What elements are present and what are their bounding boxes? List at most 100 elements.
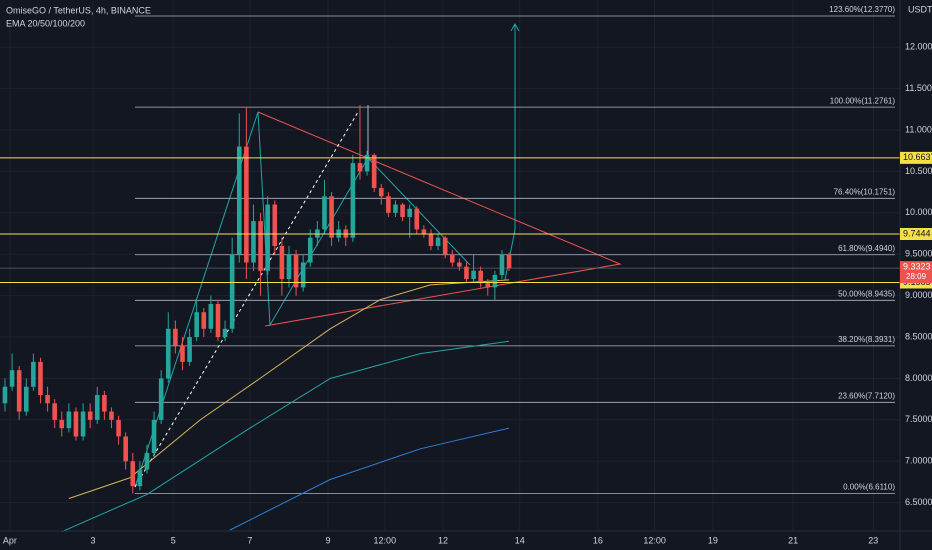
candle-body — [59, 419, 65, 429]
candle-body — [208, 303, 214, 329]
candle-body — [9, 370, 15, 387]
y-tick-label: 10.0000 — [905, 207, 932, 217]
candle-body — [94, 395, 100, 420]
candle-body — [371, 154, 377, 188]
candle-body — [400, 204, 405, 217]
candle-body — [300, 262, 306, 288]
candle-body — [109, 411, 114, 420]
candle-body — [45, 395, 50, 404]
x-tick-label: 12:00 — [374, 535, 397, 545]
candle-body — [165, 328, 171, 379]
candle-body — [187, 337, 192, 362]
candle-body — [23, 386, 29, 412]
candle-body — [293, 254, 299, 288]
x-tick-label: 5 — [171, 535, 176, 545]
y-tick-label: 11.5000 — [905, 83, 932, 93]
y-tick-label: 7.5000 — [905, 414, 932, 424]
zigzag — [134, 111, 471, 488]
y-tick-label: 10.5000 — [905, 166, 932, 176]
candle-body — [52, 403, 57, 420]
candle-body — [464, 266, 469, 280]
dashed-trend — [134, 111, 359, 488]
price-tag-label: 9.7444 — [903, 228, 931, 238]
candle-body — [222, 328, 228, 338]
fib-label: 0.00%(6.6110) — [843, 483, 895, 492]
x-tick-label: Apr — [3, 535, 17, 545]
x-tick-label: 21 — [788, 535, 798, 545]
price-tag-label: 10.6637 — [903, 152, 932, 162]
candle-body — [151, 419, 157, 453]
candle-body — [229, 254, 235, 329]
x-tick-label: 16 — [593, 535, 603, 545]
price-tag — [900, 151, 932, 164]
y-tick-label: 9.0000 — [905, 290, 932, 300]
candle-body — [16, 370, 22, 412]
x-tick-label: 19 — [708, 535, 718, 545]
candle-body — [130, 461, 136, 487]
candle-body — [102, 395, 107, 412]
candle-body — [378, 187, 384, 197]
candle-body — [407, 208, 412, 217]
fib-label: 50.00%(8.9435) — [838, 289, 895, 298]
candle-body — [286, 254, 292, 280]
fib-label: 38.20%(8.3931) — [838, 335, 895, 344]
ema-line — [229, 427, 510, 531]
x-tick-label: 3 — [91, 535, 96, 545]
candle-body — [236, 146, 242, 255]
candle-body — [386, 196, 391, 213]
y-tick-label: 7.0000 — [905, 456, 932, 466]
candle-body — [80, 411, 86, 437]
candle-body — [123, 436, 128, 462]
fib-label: 123.60%(12.3770) — [829, 5, 895, 14]
candle-body — [357, 163, 363, 172]
x-tick-label: 12 — [438, 535, 448, 545]
candle-body — [116, 419, 121, 437]
x-tick-label: 7 — [247, 535, 252, 545]
candle-body — [393, 204, 398, 213]
y-tick-label: 11.0000 — [905, 124, 932, 134]
price-tag — [900, 261, 932, 284]
y-tick-label: 8.0000 — [905, 373, 932, 383]
candle-body — [87, 411, 93, 420]
candle-body — [449, 254, 455, 263]
price-tag — [900, 227, 932, 240]
fib-label: 100.00%(11.2761) — [830, 96, 896, 105]
countdown-label: 28:09 — [906, 272, 927, 281]
x-tick-label: 14 — [515, 535, 525, 545]
candle-body — [478, 270, 483, 284]
candle-body — [194, 312, 199, 338]
candle-body — [421, 229, 427, 234]
grid — [0, 0, 900, 530]
candle-body — [31, 361, 36, 387]
y-tick-label: 12.0000 — [905, 42, 932, 52]
candle-body — [201, 312, 207, 329]
candle-body — [272, 204, 278, 246]
ema-line — [68, 279, 510, 499]
candle-body — [492, 274, 498, 288]
plot: 123.60%(12.3770) 100.00%(11.2761) 76.40%(1… — [0, 5, 900, 533]
candle-body — [215, 303, 221, 338]
candle-body — [457, 262, 462, 267]
candle-body — [307, 237, 313, 263]
x-tick-label: 23 — [868, 535, 878, 545]
fib-label: 61.80%(9.4940) — [838, 244, 895, 253]
candle-body — [265, 204, 270, 271]
arrow-head — [510, 22, 520, 32]
fib-label: 76.40%(10.1751) — [834, 187, 896, 196]
currency-label: USDT — [908, 4, 932, 14]
candle-body — [73, 411, 79, 437]
candle-body — [506, 254, 512, 269]
candle-body — [258, 221, 263, 271]
candle-body — [173, 328, 178, 346]
candle-body — [414, 208, 420, 230]
candle-body — [2, 386, 8, 404]
drawings — [134, 22, 622, 488]
y-tick-label: 9.5000 — [905, 249, 932, 259]
indicator-label: EMA 20/50/100/200 — [6, 18, 85, 28]
candle-body — [350, 163, 356, 238]
candle-body — [364, 154, 370, 172]
candle-body — [435, 237, 441, 246]
candle-body — [322, 196, 327, 230]
fib-label: 23.60%(7.7120) — [838, 391, 895, 400]
candle-body — [499, 254, 505, 275]
